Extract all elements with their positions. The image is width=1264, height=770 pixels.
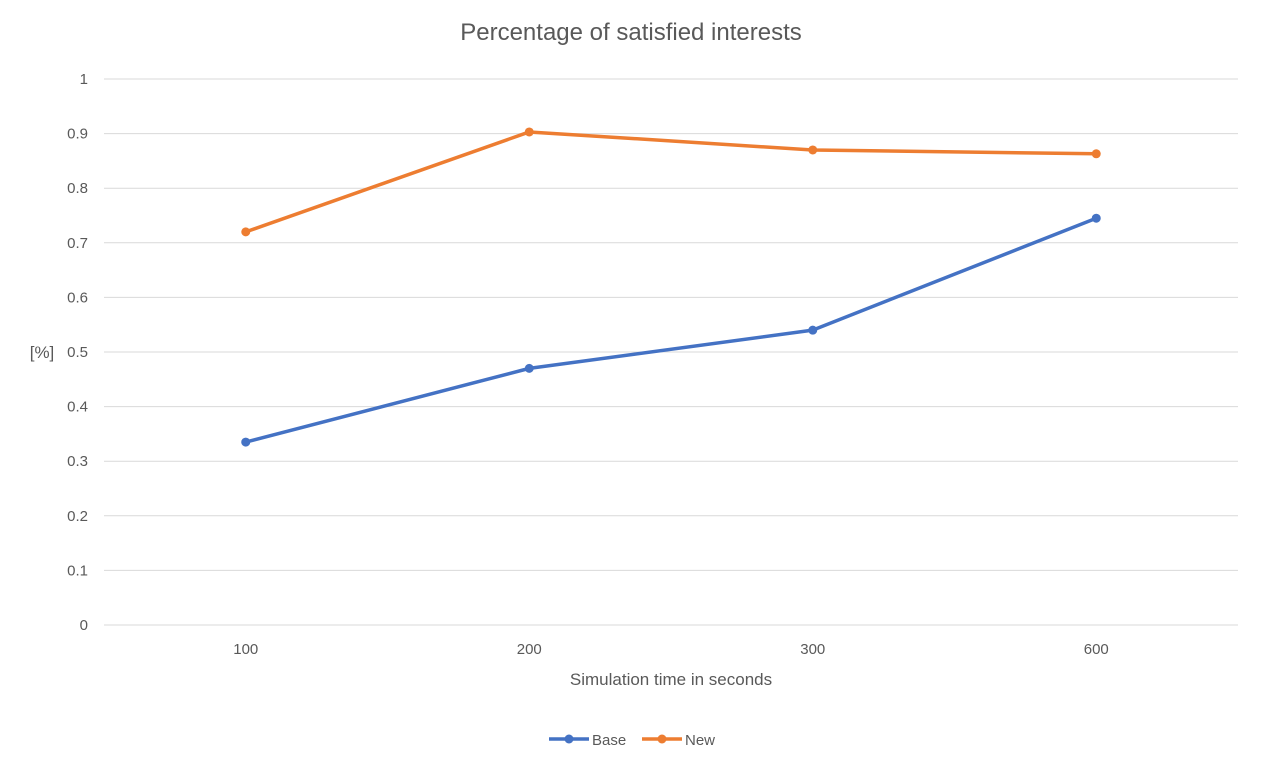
y-tick-label: 0.9 xyxy=(67,126,88,143)
y-tick-label: 0 xyxy=(80,617,88,634)
y-tick-label: 0.7 xyxy=(67,235,88,252)
legend-item-new: New xyxy=(642,732,715,749)
y-axis-ticks: 0 0.1 0.2 0.3 0.4 0.5 0.6 0.7 0.8 0.9 1 xyxy=(67,71,88,634)
data-point xyxy=(524,363,534,373)
y-tick-label: 0.3 xyxy=(67,453,88,470)
data-point xyxy=(524,127,534,137)
legend: Base New xyxy=(549,732,715,749)
y-tick-label: 0.6 xyxy=(67,289,88,306)
series-base xyxy=(241,213,1101,447)
x-tick-label: 200 xyxy=(517,641,542,658)
y-tick-label: 0.8 xyxy=(67,180,88,197)
y-tick-label: 1 xyxy=(80,71,88,88)
x-tick-label: 300 xyxy=(800,641,825,658)
data-point xyxy=(808,325,818,335)
data-point xyxy=(1091,149,1101,159)
x-axis-ticks: 100 200 300 600 xyxy=(233,641,1109,658)
chart-title: Percentage of satisfied interests xyxy=(460,19,802,46)
series-line xyxy=(244,216,1098,444)
gridlines xyxy=(104,78,1238,626)
series-layer xyxy=(241,127,1101,447)
series-line xyxy=(244,130,1098,234)
y-axis-title: [%] xyxy=(30,343,55,362)
legend-label: Base xyxy=(592,732,626,749)
data-point xyxy=(1091,213,1101,223)
y-tick-label: 0.2 xyxy=(67,508,88,525)
y-tick-label: 0.5 xyxy=(67,344,88,361)
x-tick-label: 600 xyxy=(1084,641,1109,658)
x-axis-title: Simulation time in seconds xyxy=(570,670,772,689)
legend-swatch-marker xyxy=(657,734,667,744)
series-new xyxy=(241,127,1101,237)
legend-swatch-marker xyxy=(564,734,574,744)
legend-item-base: Base xyxy=(549,732,626,749)
data-point xyxy=(241,227,251,237)
y-tick-label: 0.4 xyxy=(67,399,88,416)
legend-label: New xyxy=(685,732,715,749)
y-tick-label: 0.1 xyxy=(67,562,88,579)
x-tick-label: 100 xyxy=(233,641,258,658)
data-point xyxy=(808,145,818,155)
data-point xyxy=(241,437,251,447)
